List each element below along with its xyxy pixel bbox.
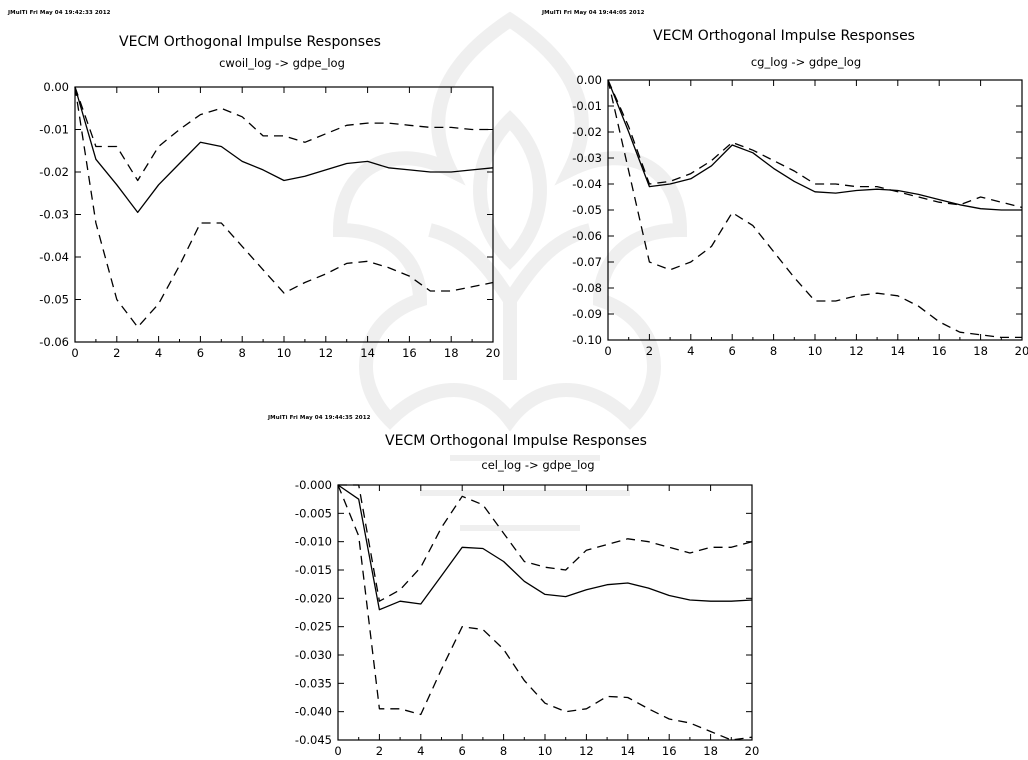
x-tick-label: 16 [932,344,947,358]
y-tick-label: -0.02 [39,165,69,179]
x-tick-label: 0 [334,744,341,758]
x-tick-label: 14 [890,344,905,358]
x-tick-label: 20 [1015,344,1028,358]
y-tick-label: -0.035 [295,676,332,690]
y-tick-label: -0.04 [39,250,69,264]
x-tick-label: 0 [71,346,78,360]
x-tick-label: 12 [318,346,333,360]
irf-chart-cwoil: VECM Orthogonal Impulse Responses cwoil_… [39,34,501,360]
chart-panel-cwoil: JMulTi Fri May 04 19:42:33 2012 VECM Ort… [0,0,510,375]
x-tick-label: 4 [687,344,694,358]
x-tick-label: 14 [360,346,375,360]
watermark-emblem [332,11,688,531]
chart-timestamp: JMulTi Fri May 04 19:44:35 2012 [268,415,371,421]
x-tick-label: 14 [620,744,635,758]
x-tick-label: 18 [703,744,718,758]
chart-title: VECM Orthogonal Impulse Responses [119,34,381,50]
chart-panel-cg: JMulTi Fri May 04 19:44:05 2012 VECM Ort… [512,0,1028,375]
x-tick-label: 2 [646,344,653,358]
y-tick-label: -0.045 [295,733,332,747]
y-tick-label: -0.02 [572,125,602,139]
y-tick-label: -0.010 [295,535,332,549]
y-tick-label: -0.03 [572,151,602,165]
y-tick-label: -0.06 [572,229,602,243]
x-tick-label: 10 [808,344,823,358]
y-tick-label: -0.04 [572,177,602,191]
x-tick-label: 20 [486,346,501,360]
x-tick-label: 16 [402,346,417,360]
lower-confidence-band [607,79,1022,339]
x-tick-label: 10 [277,346,292,360]
y-tick-label: -0.040 [295,705,332,719]
chart-subtitle: cg_log -> gdpe_log [751,55,861,69]
impulse-response-line [607,79,1022,211]
y-tick-label: -0.08 [572,281,602,295]
y-tick-label: -0.07 [572,255,602,269]
y-tick-label: -0.10 [572,333,602,347]
y-tick-label: -0.03 [39,208,69,222]
upper-confidence-band [607,79,1023,209]
x-tick-label: 8 [770,344,777,358]
chart-subtitle: cel_log -> gdpe_log [481,458,594,472]
chart-subtitle: cwoil_log -> gdpe_log [219,56,345,70]
x-tick-label: 18 [973,344,988,358]
x-tick-label: 2 [113,346,120,360]
x-tick-label: 6 [729,344,736,358]
chart-title: VECM Orthogonal Impulse Responses [653,28,915,44]
upper-confidence-band [338,484,753,602]
upper-confidence-band [74,86,493,182]
x-tick-label: 4 [417,744,424,758]
x-tick-label: 18 [444,346,459,360]
y-tick-label: -0.020 [295,591,332,605]
x-tick-label: 6 [197,346,204,360]
y-tick-label: -0.030 [295,648,332,662]
x-tick-label: 20 [745,744,760,758]
plot-frame [74,86,494,343]
x-tick-label: 12 [849,344,864,358]
chart-timestamp: JMulTi Fri May 04 19:42:33 2012 [8,10,111,16]
y-tick-label: -0.015 [295,563,332,577]
lower-confidence-band [337,484,753,741]
irf-chart-cel: VECM Orthogonal Impulse Responses cel_lo… [295,433,760,758]
x-tick-label: 2 [376,744,383,758]
chart-title: VECM Orthogonal Impulse Responses [385,433,647,449]
lower-confidence-band [74,86,494,328]
impulse-response-line [74,86,494,214]
chart-timestamp: JMulTi Fri May 04 19:44:05 2012 [542,10,645,16]
x-tick-label: 10 [538,744,553,758]
plot-frame [337,484,753,741]
y-tick-label: -0.05 [39,293,69,307]
y-tick-label: 0.00 [43,80,69,94]
y-tick-label: -0.025 [295,620,332,634]
y-tick-label: -0.09 [572,307,602,321]
chart-panel-cel: JMulTi Fri May 04 19:44:35 2012 VECM Ort… [240,405,770,760]
plot-frame [607,79,1023,341]
irf-chart-cg: VECM Orthogonal Impulse Responses cg_log… [572,28,1028,358]
x-tick-label: 4 [155,346,162,360]
y-tick-label: -0.005 [295,506,332,520]
x-tick-label: 12 [579,744,594,758]
impulse-response-line [337,484,753,611]
y-tick-label: -0.01 [39,123,69,137]
y-tick-label: -0.05 [572,203,602,217]
y-tick-label: 0.00 [576,73,602,87]
y-tick-label: -0.06 [39,335,69,349]
x-tick-label: 6 [459,744,466,758]
x-tick-label: 16 [662,744,677,758]
x-tick-label: 8 [500,744,507,758]
x-tick-label: 8 [239,346,246,360]
x-tick-label: 0 [604,344,611,358]
y-tick-label: -0.000 [295,478,332,492]
y-tick-label: -0.01 [572,99,602,113]
